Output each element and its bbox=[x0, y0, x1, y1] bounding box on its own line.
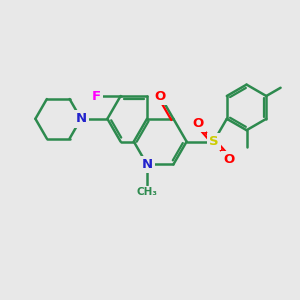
Text: O: O bbox=[192, 117, 204, 130]
Text: N: N bbox=[141, 158, 153, 171]
Text: O: O bbox=[154, 89, 166, 103]
Text: S: S bbox=[209, 135, 218, 148]
Text: N: N bbox=[75, 112, 87, 125]
Text: O: O bbox=[224, 153, 235, 166]
Text: F: F bbox=[92, 89, 101, 103]
Text: CH₃: CH₃ bbox=[136, 187, 158, 197]
